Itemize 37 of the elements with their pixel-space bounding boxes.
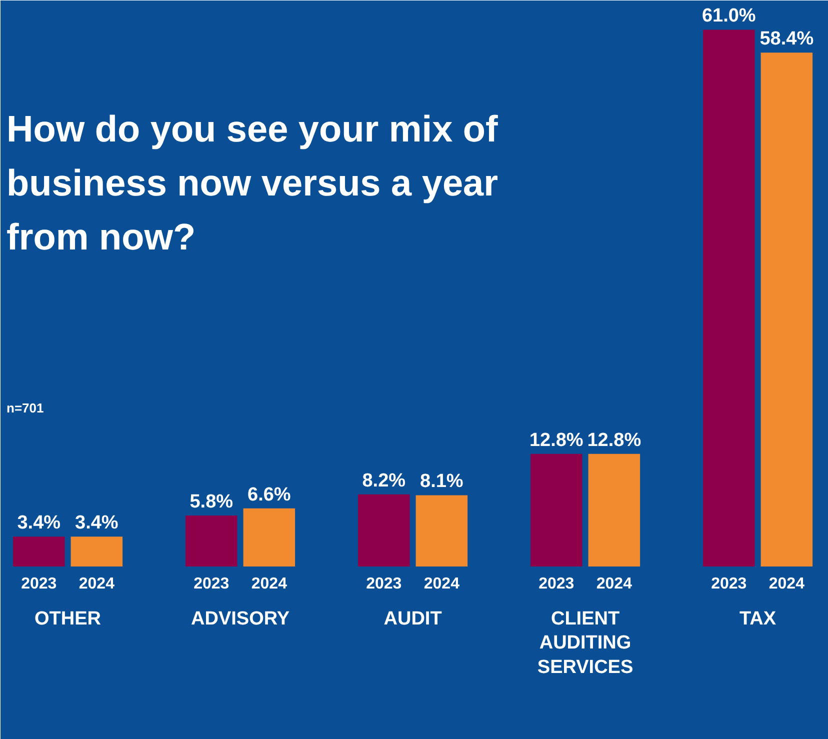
data-label: 5.8% (190, 491, 234, 512)
bar (186, 515, 238, 566)
bar (70, 536, 123, 566)
text: 2024 (424, 576, 460, 592)
data-label: 8.1% (420, 471, 464, 492)
x-tick-label: TAX (739, 608, 776, 630)
text: 2024 (251, 576, 287, 592)
data-label: 3.4% (17, 512, 61, 534)
x-tick-label: AUDIT (384, 608, 442, 630)
text: 2023 (366, 576, 402, 592)
text: 2023 (538, 576, 574, 592)
text: 2024 (596, 576, 632, 592)
bar (416, 495, 468, 566)
data-label: 61.0% (702, 6, 756, 27)
annotation: n=701 (6, 400, 44, 416)
data-label: 58.4% (760, 28, 814, 50)
series-label: 2024 (78, 576, 115, 592)
text: How do you see your mix of business now versus a year from now? (6, 108, 499, 258)
bar (13, 536, 65, 566)
data-label: 12.8% (587, 430, 642, 451)
data-label: 8.2% (362, 470, 406, 492)
text: 2023 (194, 576, 230, 592)
text: 2023 (711, 576, 747, 592)
data-label: 6.6% (248, 484, 291, 506)
x-tick-label: ADVISORY (191, 608, 290, 630)
series-label: 2023 (21, 576, 57, 592)
x-tick-label: CLIENT AUDITING SERVICES (537, 608, 634, 678)
bar (358, 494, 410, 566)
text: 2024 (768, 576, 804, 592)
bar (588, 454, 640, 566)
bar (760, 52, 813, 566)
data-label: 3.4% (75, 512, 118, 534)
bar (243, 508, 296, 566)
bar (530, 454, 582, 566)
data-label: 12.8% (529, 430, 584, 451)
bar (703, 30, 755, 566)
x-tick-label: OTHER (34, 608, 102, 630)
